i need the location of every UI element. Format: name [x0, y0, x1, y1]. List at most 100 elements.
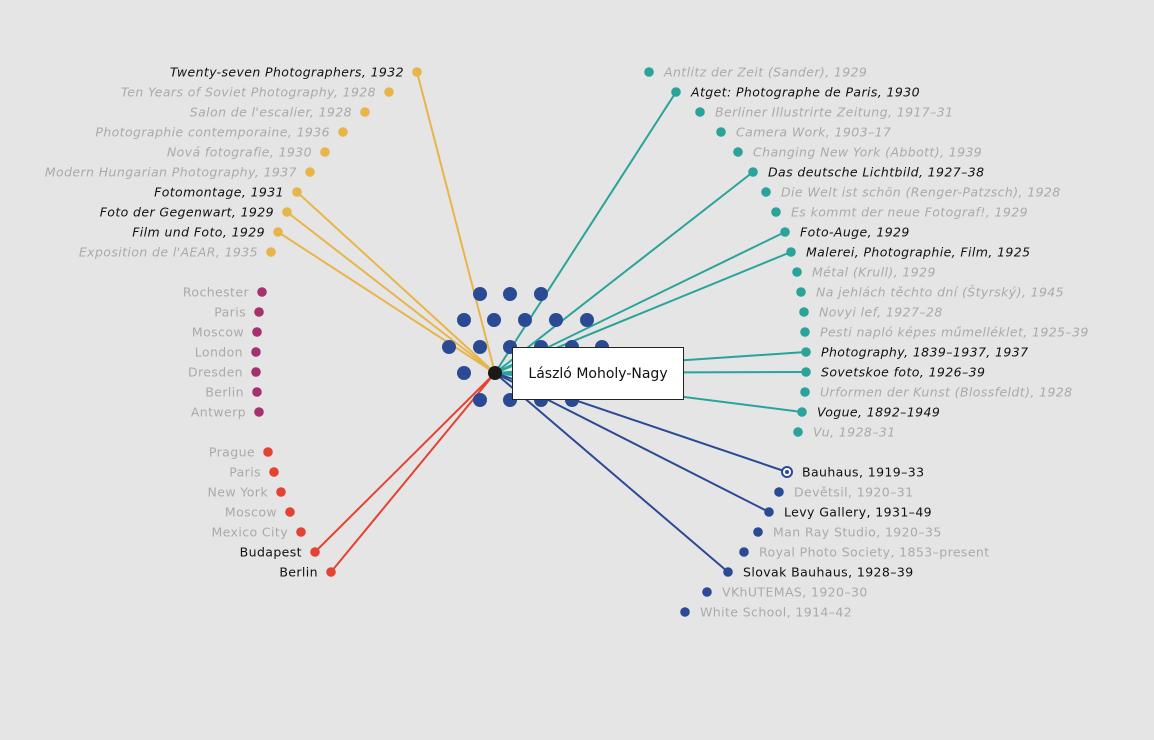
periodicals-node[interactable] [796, 287, 806, 297]
publications-node[interactable] [412, 67, 422, 77]
periodicals-label[interactable]: Foto-Auge, 1929 [800, 225, 910, 240]
periodicals-label[interactable]: Vu, 1928–31 [813, 425, 896, 440]
cities_exhibit-label[interactable]: Antwerp [191, 405, 246, 420]
selected-photographer-hub[interactable] [488, 366, 502, 380]
periodicals-node[interactable] [797, 407, 807, 417]
periodicals-label[interactable]: Das deutsche Lichtbild, 1927–38 [768, 165, 984, 180]
periodicals-node[interactable] [801, 347, 811, 357]
periodicals-label[interactable]: Pesti napló képes műmelléklet, 1925–39 [820, 325, 1089, 340]
periodicals-node[interactable] [800, 387, 810, 397]
publications-node[interactable] [360, 107, 370, 117]
periodicals-node[interactable] [800, 327, 810, 337]
photographer-dot[interactable] [442, 340, 456, 354]
publications-label[interactable]: Film und Foto, 1929 [132, 225, 265, 240]
cities_exhibit-node[interactable] [252, 327, 262, 337]
periodicals-node[interactable] [733, 147, 743, 157]
institutions-node[interactable] [702, 587, 712, 597]
publications-node[interactable] [338, 127, 348, 137]
periodicals-node[interactable] [761, 187, 771, 197]
photographer-dot[interactable] [457, 313, 471, 327]
periodicals-node[interactable] [771, 207, 781, 217]
cities_exhibit-node[interactable] [254, 407, 264, 417]
photographer-dot[interactable] [580, 313, 594, 327]
periodicals-node[interactable] [716, 127, 726, 137]
institutions-label[interactable]: Levy Gallery, 1931–49 [784, 505, 932, 520]
periodicals-node[interactable] [801, 367, 811, 377]
institutions-label[interactable]: Bauhaus, 1919–33 [802, 465, 925, 480]
cities_exhibit-label[interactable]: Rochester [183, 285, 250, 300]
publications-label[interactable]: Photographie contemporaine, 1936 [95, 125, 330, 140]
cities_exhibit-node[interactable] [251, 367, 261, 377]
publications-node[interactable] [384, 87, 394, 97]
publications-label[interactable]: Ten Years of Soviet Photography, 1928 [121, 85, 376, 100]
publications-node[interactable] [266, 247, 276, 257]
periodicals-label[interactable]: Vogue, 1892–1949 [817, 405, 940, 420]
publications-node[interactable] [305, 167, 315, 177]
periodicals-node[interactable] [780, 227, 790, 237]
photographer-dot[interactable] [487, 313, 501, 327]
cities_lived-label[interactable]: Moscow [225, 505, 277, 520]
periodicals-node[interactable] [799, 307, 809, 317]
cities_lived-label[interactable]: New York [208, 485, 269, 500]
publications-label[interactable]: Modern Hungarian Photography, 1937 [45, 165, 297, 180]
publications-label[interactable]: Salon de l'escalier, 1928 [190, 105, 352, 120]
periodicals-node[interactable] [786, 247, 796, 257]
cities_lived-node[interactable] [269, 467, 279, 477]
publications-label[interactable]: Foto der Gegenwart, 1929 [100, 205, 274, 220]
cities_lived-label[interactable]: Prague [209, 445, 255, 460]
periodicals-label[interactable]: Métal (Krull), 1929 [812, 265, 936, 280]
periodicals-node[interactable] [793, 427, 803, 437]
photographer-dot[interactable] [473, 340, 487, 354]
institutions-node[interactable] [764, 507, 774, 517]
periodicals-node[interactable] [792, 267, 802, 277]
photographer-dot[interactable] [473, 393, 487, 407]
periodicals-label[interactable]: Berliner Illustrirte Zeitung, 1917–31 [715, 105, 953, 120]
periodicals-label[interactable]: Es kommt der neue Fotograf!, 1929 [791, 205, 1028, 220]
institutions-label[interactable]: White School, 1914–42 [700, 605, 852, 620]
institutions-node[interactable] [774, 487, 784, 497]
cities_exhibit-node[interactable] [252, 387, 262, 397]
cities_exhibit-node[interactable] [257, 287, 267, 297]
publications-label[interactable]: Twenty-seven Photographers, 1932 [170, 65, 404, 80]
cities_lived-label[interactable]: Berlin [279, 565, 318, 580]
cities_lived-label[interactable]: Mexico City [211, 525, 288, 540]
periodicals-label[interactable]: Antlitz der Zeit (Sander), 1929 [663, 65, 867, 80]
institutions-node[interactable] [739, 547, 749, 557]
publications-label[interactable]: Nová fotografie, 1930 [167, 145, 312, 160]
photographer-dot[interactable] [473, 287, 487, 301]
cities_lived-node[interactable] [263, 447, 273, 457]
publications-node[interactable] [282, 207, 292, 217]
periodicals-label[interactable]: Photography, 1839–1937, 1937 [821, 345, 1028, 360]
photographer-dot[interactable] [549, 313, 563, 327]
periodicals-label[interactable]: Camera Work, 1903–17 [736, 125, 891, 140]
publications-node[interactable] [273, 227, 283, 237]
photographer-dot[interactable] [518, 313, 532, 327]
institutions-node[interactable] [753, 527, 763, 537]
institutions-node[interactable] [680, 607, 690, 617]
periodicals-label[interactable]: Novyi lef, 1927–28 [819, 305, 943, 320]
cities_lived-node[interactable] [326, 567, 336, 577]
cities_lived-node[interactable] [276, 487, 286, 497]
cities_lived-label[interactable]: Paris [229, 465, 261, 480]
publications-node[interactable] [320, 147, 330, 157]
cities_exhibit-label[interactable]: London [195, 345, 243, 360]
photographer-dot[interactable] [457, 366, 471, 380]
institutions-node[interactable] [723, 567, 733, 577]
periodicals-label[interactable]: Changing New York (Abbott), 1939 [753, 145, 982, 160]
cities_lived-label[interactable]: Budapest [240, 545, 302, 560]
periodicals-node[interactable] [695, 107, 705, 117]
cities_lived-node[interactable] [285, 507, 295, 517]
photographer-dot[interactable] [534, 287, 548, 301]
periodicals-label[interactable]: Na jehlách těchto dní (Štyrský), 1945 [816, 285, 1064, 300]
periodicals-node[interactable] [748, 167, 758, 177]
cities_exhibit-label[interactable]: Berlin [205, 385, 244, 400]
cities_exhibit-node[interactable] [251, 347, 261, 357]
periodicals-label[interactable]: Urformen der Kunst (Blossfeldt), 1928 [820, 385, 1073, 400]
institutions-label[interactable]: Slovak Bauhaus, 1928–39 [743, 565, 914, 580]
publications-node[interactable] [292, 187, 302, 197]
institutions-label[interactable]: Devětsil, 1920–31 [794, 485, 913, 500]
publications-label[interactable]: Fotomontage, 1931 [154, 185, 284, 200]
photographer-dot[interactable] [503, 287, 517, 301]
periodicals-node[interactable] [671, 87, 681, 97]
periodicals-label[interactable]: Atget: Photographe de Paris, 1930 [690, 85, 920, 100]
